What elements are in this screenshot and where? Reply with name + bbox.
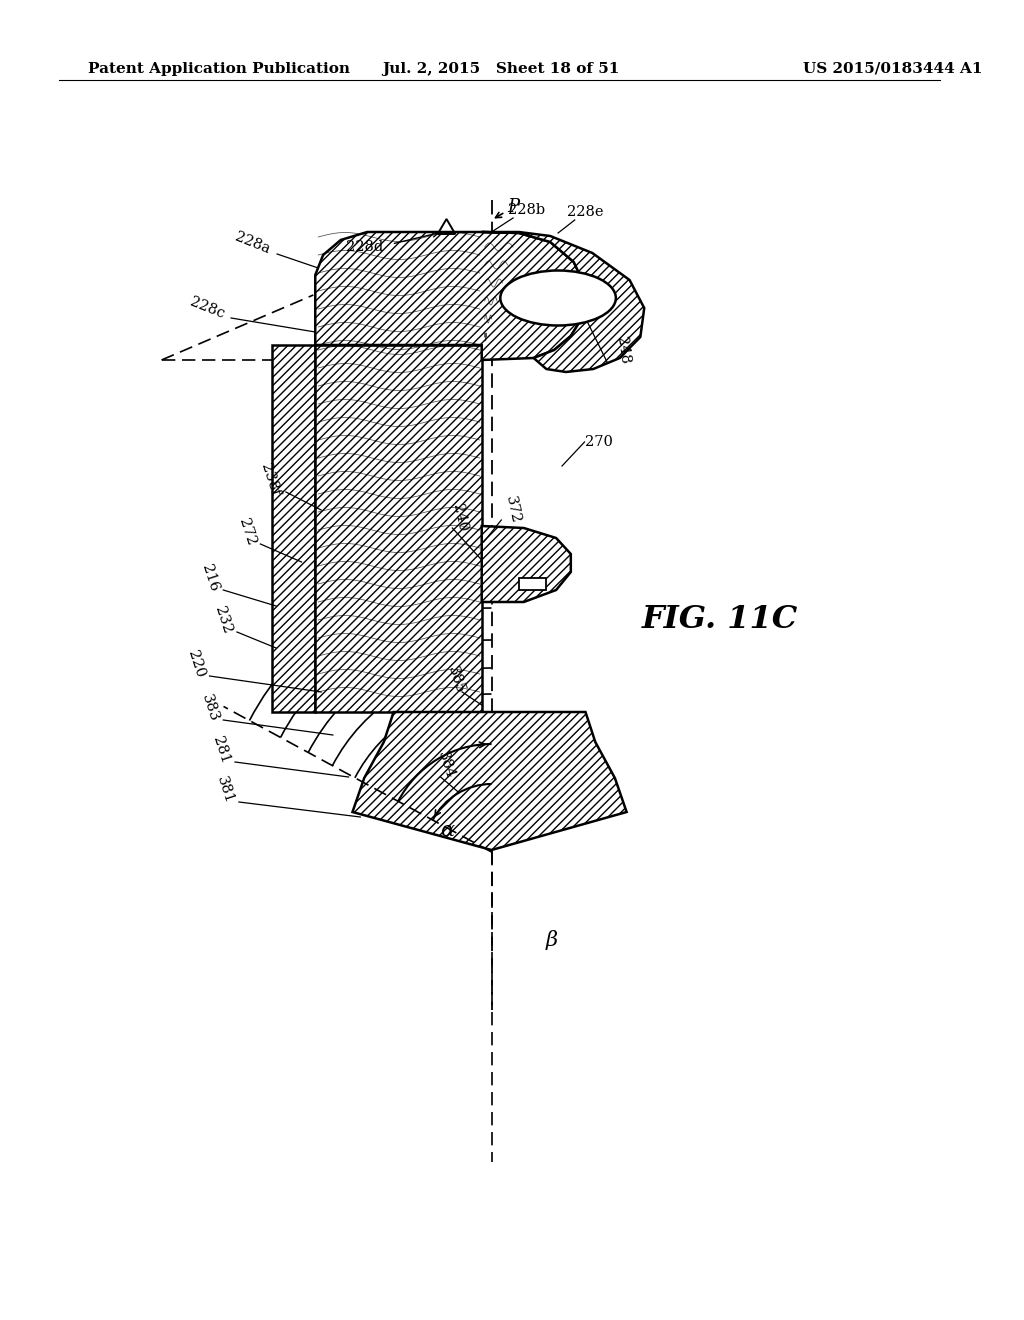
Polygon shape [481, 232, 644, 372]
Text: α: α [440, 821, 455, 840]
Text: 240: 240 [451, 503, 470, 533]
Text: Jul. 2, 2015   Sheet 18 of 51: Jul. 2, 2015 Sheet 18 of 51 [383, 62, 620, 77]
Text: β: β [546, 931, 558, 950]
Text: 384: 384 [435, 750, 458, 780]
Text: 238f: 238f [258, 462, 282, 498]
Polygon shape [352, 711, 627, 850]
Text: 228a: 228a [233, 230, 272, 256]
Text: 220: 220 [185, 648, 207, 680]
Text: 270: 270 [586, 436, 613, 449]
Text: 381: 381 [214, 775, 237, 805]
Text: 228d: 228d [346, 240, 383, 253]
Text: 383: 383 [199, 693, 220, 723]
Text: 228e: 228e [567, 205, 604, 219]
Polygon shape [315, 345, 481, 711]
Text: 248: 248 [613, 335, 632, 364]
Text: 228c: 228c [188, 294, 227, 321]
Text: 228b: 228b [508, 203, 546, 216]
Ellipse shape [501, 271, 615, 326]
Polygon shape [519, 578, 547, 590]
Polygon shape [272, 345, 315, 711]
Text: 385: 385 [445, 664, 467, 696]
Polygon shape [481, 525, 570, 602]
Text: 372: 372 [504, 495, 523, 525]
Text: P: P [507, 198, 519, 216]
Text: FIG. 11C: FIG. 11C [641, 605, 798, 635]
Text: 281: 281 [210, 735, 232, 766]
Text: 216: 216 [200, 562, 221, 594]
Text: Patent Application Publication: Patent Application Publication [88, 62, 350, 77]
Text: 272: 272 [236, 516, 258, 548]
Polygon shape [315, 232, 586, 360]
Text: 232: 232 [212, 605, 234, 635]
Text: US 2015/0183444 A1: US 2015/0183444 A1 [803, 62, 982, 77]
